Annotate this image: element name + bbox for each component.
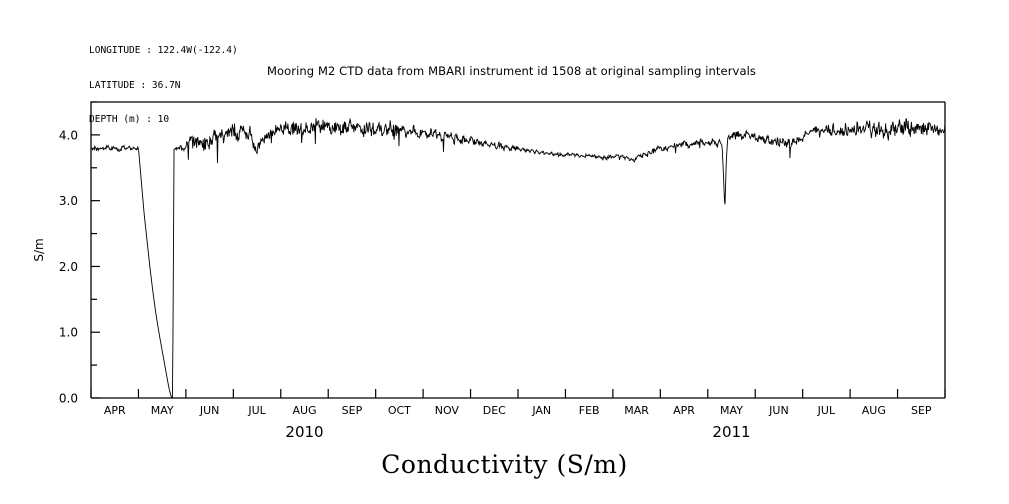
station-metadata: LONGITUDE : 122.4W(-122.4) LATITUDE : 36… bbox=[89, 22, 238, 149]
x-month-label: AUG bbox=[862, 404, 886, 417]
x-month-label: APR bbox=[104, 404, 126, 417]
x-axis-year-labels: 2010 2011 bbox=[285, 423, 750, 441]
x-month-label: MAY bbox=[720, 404, 743, 417]
x-month-label: JAN bbox=[531, 404, 551, 417]
y-axis-title: S/m bbox=[32, 238, 46, 261]
x-month-label: JUN bbox=[768, 404, 789, 417]
y-tick-label: 4.0 bbox=[59, 128, 78, 142]
y-tick-label: 0.0 bbox=[59, 392, 78, 406]
x-month-label: NOV bbox=[435, 404, 460, 417]
chart-caption-text: Conductivity (S/m) bbox=[381, 450, 628, 479]
x-month-label: OCT bbox=[388, 404, 411, 417]
x-month-label: FEB bbox=[579, 404, 600, 417]
y-axis-ticks bbox=[91, 101, 100, 399]
x-month-label: SEP bbox=[342, 404, 363, 417]
x-axis-ticks bbox=[90, 389, 946, 398]
longitude-text: LONGITUDE : 122.4W(-122.4) bbox=[89, 45, 238, 56]
y-tick-label: 3.0 bbox=[59, 194, 78, 208]
y-axis-title-text: S/m bbox=[32, 238, 46, 261]
x-month-label: MAR bbox=[624, 404, 649, 417]
conductivity-series-line bbox=[90, 117, 946, 399]
chart-title: Mooring M2 CTD data from MBARI instrumen… bbox=[0, 64, 1009, 78]
y-tick-label: 2.0 bbox=[59, 260, 78, 274]
y-tick-label: 1.0 bbox=[59, 326, 78, 340]
chart-title-text: Mooring M2 CTD data from MBARI instrumen… bbox=[267, 64, 756, 78]
x-month-label: JUL bbox=[247, 404, 266, 417]
y-axis-tick-labels: 0.0 1.0 2.0 3.0 4.0 bbox=[59, 128, 78, 405]
data-series-group bbox=[90, 117, 946, 399]
x-month-label: JUN bbox=[199, 404, 220, 417]
depth-text: DEPTH (m) : 10 bbox=[89, 114, 170, 125]
x-month-label: JUL bbox=[817, 404, 836, 417]
x-month-label: SEP bbox=[911, 404, 932, 417]
x-month-label: MAY bbox=[151, 404, 174, 417]
x-month-label: APR bbox=[673, 404, 695, 417]
latitude-text: LATITUDE : 36.7N bbox=[89, 79, 181, 91]
x-month-label: DEC bbox=[483, 404, 506, 417]
x-year-label: 2010 bbox=[285, 423, 323, 441]
x-axis-month-labels: APR MAY JUN JUL AUG SEP OCT NOV DEC JAN FEB MAR APR M… bbox=[104, 404, 932, 417]
chart-caption: Conductivity (S/m) bbox=[0, 450, 1009, 479]
x-year-label: 2011 bbox=[712, 423, 750, 441]
x-month-label: AUG bbox=[292, 404, 316, 417]
